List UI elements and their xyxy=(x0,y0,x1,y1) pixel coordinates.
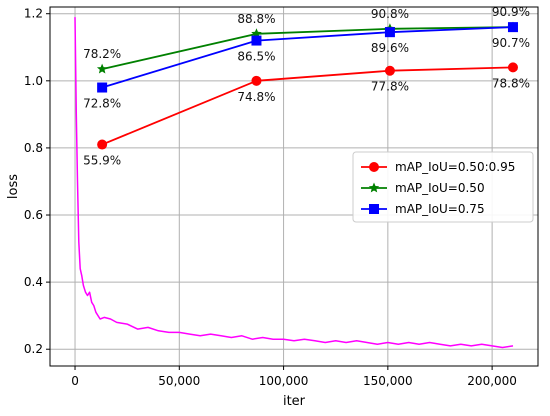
loss-curve-line xyxy=(74,17,514,349)
series-2-point xyxy=(507,22,518,33)
y-axis-title: loss xyxy=(6,174,21,199)
series-line-0 xyxy=(101,66,514,146)
series-0-data-label: 78.8% xyxy=(492,76,530,90)
series-1-data-label: 90.9% xyxy=(492,5,530,19)
series-2-data-label: 86.5% xyxy=(237,50,275,64)
series-0-data-label: 55.9% xyxy=(83,154,121,168)
legend-box xyxy=(352,151,534,223)
series-line-2 xyxy=(101,26,514,89)
series-1-data-label: 90.8% xyxy=(371,7,409,21)
series-1-data-label: 88.8% xyxy=(237,12,275,26)
series-2-data-label: 90.7% xyxy=(492,36,530,50)
legend-label-1: mAP_IoU=0.50 xyxy=(395,181,485,195)
series-0-point xyxy=(507,62,518,73)
series-0-point xyxy=(251,75,262,86)
plot-frame xyxy=(49,6,539,367)
legend-marker-0 xyxy=(369,162,379,172)
x-tick-label: 50,000 xyxy=(158,374,200,388)
series-1-data-label: 78.2% xyxy=(83,47,121,61)
series-line-1 xyxy=(101,26,514,70)
legend-marker-2 xyxy=(369,204,379,214)
x-tick-label: 150,000 xyxy=(363,374,413,388)
series-0-data-label: 77.8% xyxy=(371,80,409,94)
x-axis-title: iter xyxy=(283,394,306,409)
x-tick-label: 100,000 xyxy=(259,374,309,388)
series-2-data-label: 89.6% xyxy=(371,41,409,55)
y-tick-label: 1.0 xyxy=(24,74,43,88)
y-tick-label: 1.2 xyxy=(24,7,43,21)
x-tick-label: 200,000 xyxy=(467,374,517,388)
series-1-point xyxy=(96,63,108,74)
legend-label-0: mAP_IoU=0.50:0.95 xyxy=(395,160,515,174)
y-tick-label: 0.2 xyxy=(24,342,43,356)
y-tick-label: 0.8 xyxy=(24,141,43,155)
legend-label-2: mAP_IoU=0.75 xyxy=(395,202,485,216)
x-tick-label: 0 xyxy=(71,374,79,388)
y-tick-label: 0.4 xyxy=(24,275,43,289)
legend-marker-1 xyxy=(368,182,380,193)
series-2-point xyxy=(251,35,262,46)
series-2-point xyxy=(384,27,395,38)
series-2-point xyxy=(97,82,108,93)
y-tick-label: 0.6 xyxy=(24,208,43,222)
series-2-data-label: 72.8% xyxy=(83,97,121,111)
series-0-data-label: 74.8% xyxy=(237,90,275,104)
series-0-point xyxy=(97,139,108,150)
series-0-point xyxy=(384,65,395,76)
